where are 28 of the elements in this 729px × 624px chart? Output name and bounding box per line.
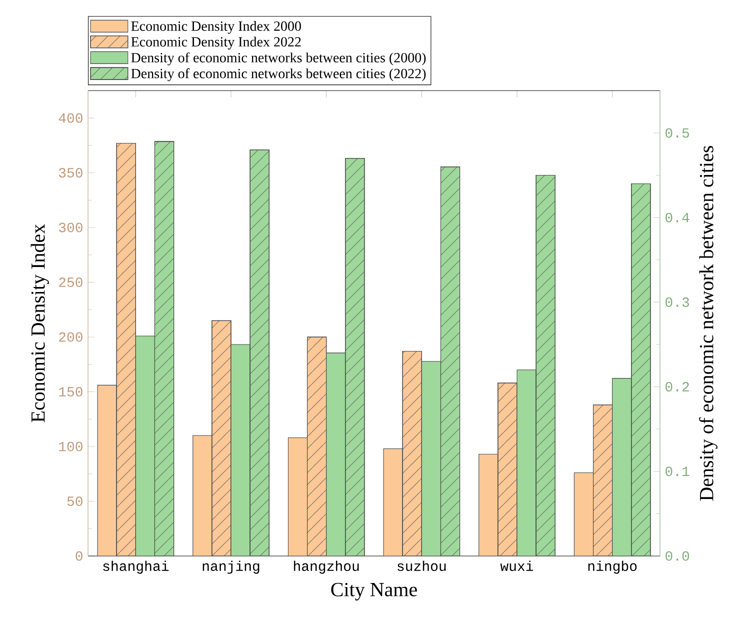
legend-label: Density of economic networks between cities (2000) [131,52,426,66]
y2-tick-label: 0.4 [666,212,690,222]
y2-tick-label: 0.3 [666,297,690,307]
x-tick-label: hangzhou [294,560,359,574]
y2-tick-label: 0.5 [666,128,690,138]
x-tick-label: wuxi [500,560,534,571]
y-tick-label: 150 [59,386,82,397]
y-tick-label: 50 [67,496,82,506]
x-tick-label: suzhou [398,560,446,571]
y-tick-label: 400 [58,113,82,123]
y2-tick-label: 0.0 [666,551,690,561]
x-tick-label: shanghai [103,560,169,574]
y-tick-label: 350 [58,168,82,178]
y-tick-label: 100 [59,442,82,452]
y2-tick-label: 0.2 [666,382,689,392]
x-tick-label: nanjing [202,560,260,574]
x-tick-label: ningbo [588,560,637,574]
y-axis-title: Economic Density Index [30,224,49,422]
y2-tick-label: 0.1 [666,466,690,476]
y-tick-label: 250 [59,278,82,288]
legend-label: Economic Density Index 2000 [131,21,301,34]
y2-axis-title: Density of economic network between cities [699,146,718,501]
legend-label: Economic Density Index 2022 [131,36,301,50]
legend-label: Density of economic networks between cities (2022) [131,68,426,82]
y-tick-label: 0 [76,551,82,561]
y-tick-label: 300 [58,222,82,232]
x-axis-title: City Name [331,582,417,600]
y-tick-label: 200 [59,332,82,342]
